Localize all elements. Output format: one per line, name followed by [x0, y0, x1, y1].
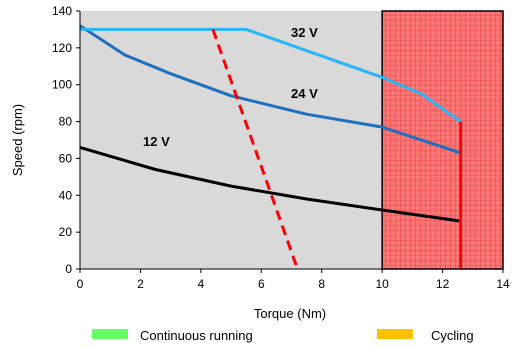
y-tick-label: 80	[59, 115, 73, 129]
x-tick-label: 6	[258, 277, 265, 291]
y-tick-label: 120	[52, 41, 72, 55]
x-tick-label: 4	[198, 277, 205, 291]
y-tick-label: 0	[65, 262, 72, 276]
x-tick-label: 8	[318, 277, 325, 291]
series-label-32v: 32 V	[291, 25, 318, 40]
y-tick-label: 20	[59, 225, 73, 239]
series-label-24v: 24 V	[291, 86, 318, 101]
x-tick-label: 10	[375, 277, 389, 291]
x-tick-label: 0	[77, 277, 84, 291]
y-tick-label: 100	[52, 78, 72, 92]
limit-line-dashed	[211, 28, 299, 270]
y-tick-label: 60	[59, 151, 73, 165]
x-tick-label: 2	[137, 277, 144, 291]
x-tick-label: 12	[436, 277, 450, 291]
legend-swatch-cycling	[377, 329, 413, 339]
legend-label-cycling: Cycling	[431, 328, 474, 343]
x-axis-title: Torque (Nm)	[254, 306, 326, 321]
series-line-24v	[79, 24, 462, 155]
overload-region-grid	[382, 11, 503, 269]
y-axis-title: Speed (rpm)	[10, 104, 25, 176]
y-tick-label: 40	[59, 188, 73, 202]
y-tick-label: 140	[52, 4, 72, 18]
x-tick-label: 14	[496, 277, 510, 291]
legend: Continuous running Cycling	[92, 328, 474, 343]
legend-swatch-continuous	[92, 329, 128, 339]
legend-label-continuous: Continuous running	[140, 328, 253, 343]
series-line-12v	[79, 145, 461, 223]
series-label-12v: 12 V	[143, 134, 170, 149]
